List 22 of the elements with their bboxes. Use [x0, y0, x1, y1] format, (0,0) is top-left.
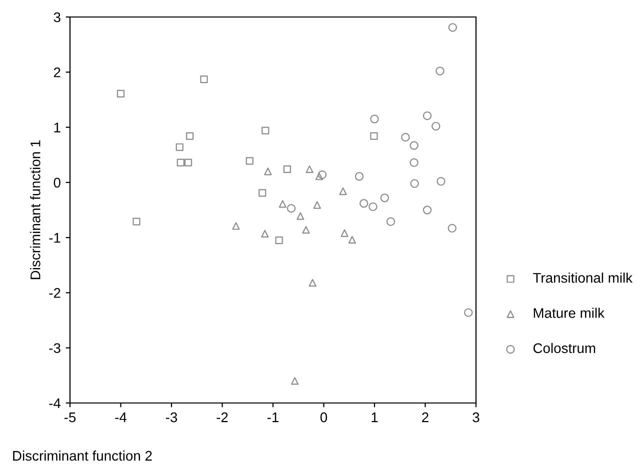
x-tick-label: -3 — [166, 412, 178, 422]
legend-label: Colostrum — [533, 342, 596, 354]
y-tick-label: -1 — [49, 233, 60, 243]
x-tick-label: -1 — [267, 412, 278, 422]
legend-label: Transitional milk — [533, 272, 633, 283]
x-tick-label: -2 — [216, 412, 228, 422]
x-tick-label: -5 — [64, 412, 76, 422]
x-tick-label: 2 — [422, 412, 428, 422]
y-tick-label: 0 — [54, 178, 60, 188]
x-tick-label: 3 — [472, 412, 480, 422]
y-tick-label: -2 — [49, 288, 60, 298]
y-tick-label: 1 — [54, 122, 60, 132]
y-tick-label: -4 — [49, 398, 61, 408]
x-axis-title: Discriminant function 2 — [13, 450, 152, 461]
y-tick-label: 2 — [54, 67, 60, 78]
y-tick-label: -3 — [49, 343, 60, 354]
x-tick-label: 1 — [372, 412, 378, 422]
y-tick-label: 3 — [54, 12, 60, 22]
x-tick-label: 0 — [320, 412, 328, 422]
y-axis-title: Discriminant function 1 — [30, 140, 40, 280]
legend-label: Mature milk — [534, 308, 605, 318]
x-tick-label: -4 — [115, 412, 127, 422]
